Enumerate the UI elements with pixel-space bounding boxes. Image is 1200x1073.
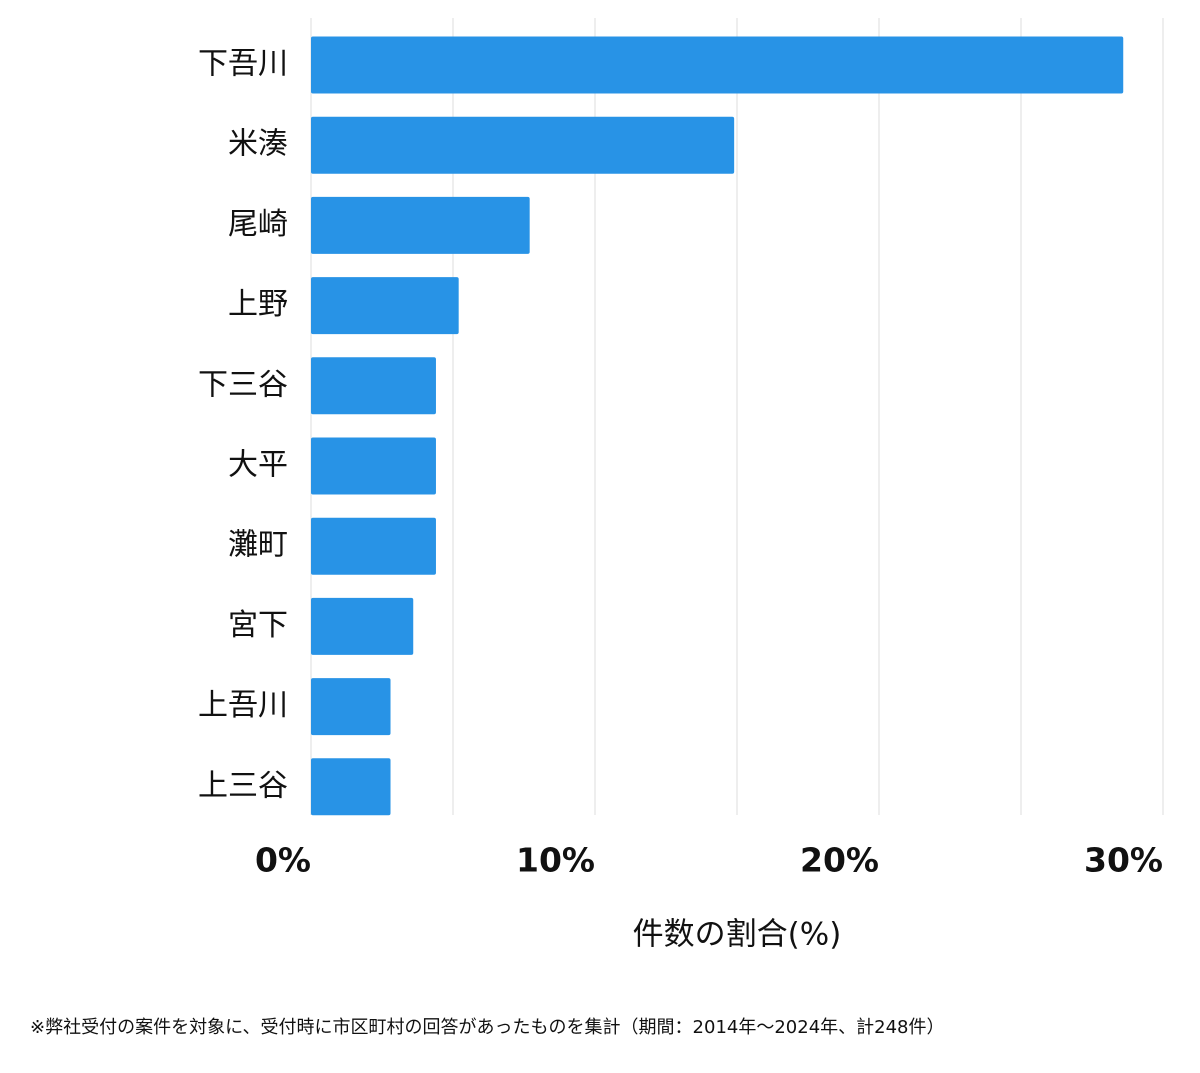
y-tick-label: 尾崎 xyxy=(228,207,288,242)
y-tick-label: 上三谷 xyxy=(198,768,288,803)
x-tick-label: 0% xyxy=(255,841,311,880)
bar xyxy=(311,678,391,736)
y-tick-label: 下三谷 xyxy=(198,367,288,402)
x-tick-label: 10% xyxy=(516,841,595,880)
y-tick-label: 大平 xyxy=(228,448,288,483)
y-tick-label: 上吾川 xyxy=(198,688,288,723)
bar xyxy=(311,357,436,415)
y-tick-label: 下吾川 xyxy=(198,47,288,82)
y-tick-label: 上野 xyxy=(228,287,288,322)
y-tick-label: 灘町 xyxy=(228,528,288,563)
bar xyxy=(311,758,391,816)
footnote: ※弊社受付の案件を対象に、受付時に市区町村の回答があったものを集計（期間：201… xyxy=(30,1017,945,1038)
bar xyxy=(311,196,530,254)
bar xyxy=(311,597,414,655)
bar xyxy=(311,116,735,174)
y-tick-label: 米湊 xyxy=(228,127,288,162)
bar xyxy=(311,36,1124,94)
y-tick-label: 宮下 xyxy=(228,608,288,643)
bar xyxy=(311,437,436,495)
bar xyxy=(311,517,436,575)
x-tick-label: 20% xyxy=(800,841,879,880)
bar xyxy=(311,277,459,335)
x-axis-label: 件数の割合(%) xyxy=(633,917,842,953)
x-tick-label: 30% xyxy=(1084,841,1163,880)
